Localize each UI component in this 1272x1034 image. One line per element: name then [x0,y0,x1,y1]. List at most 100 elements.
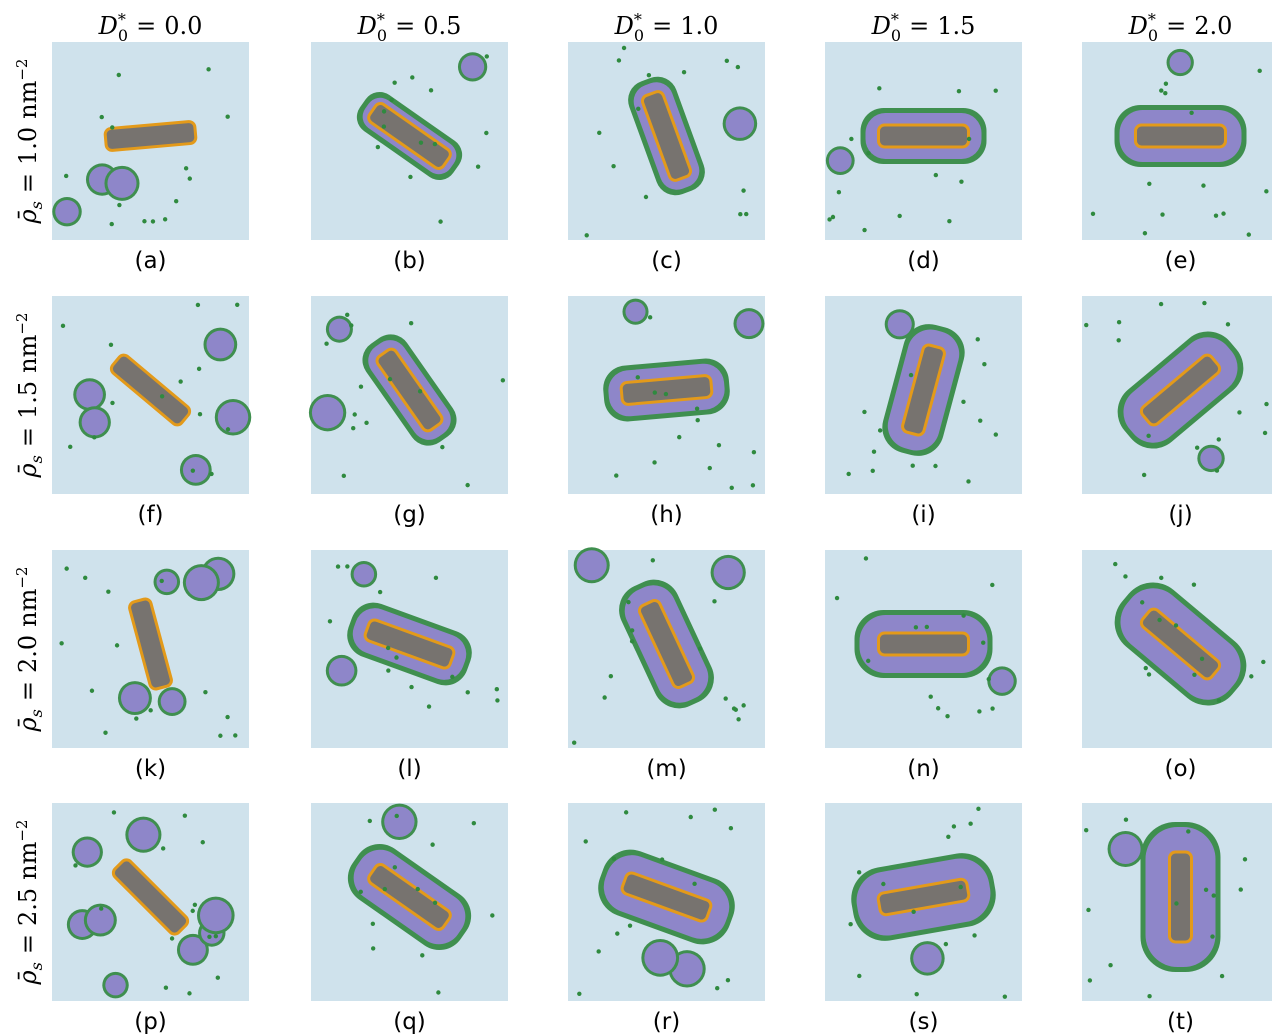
relation: = [14,681,42,701]
panel-label: (r) [653,1009,680,1034]
unit: nm [14,588,42,626]
snapshot [825,296,1022,494]
particle [572,741,576,745]
micelle-core [186,567,217,598]
particle [862,410,866,414]
particle [395,814,399,818]
particle [752,450,756,454]
column-header: D*0=1.5 [871,10,976,45]
particle [378,590,382,594]
particle [389,98,393,102]
particle [968,822,972,826]
particle [209,472,213,476]
particle [117,203,121,207]
particle [187,991,191,995]
snapshot [1082,550,1272,748]
particle [990,583,994,587]
particle [729,826,733,830]
particle [476,164,480,168]
nanorod [1115,105,1247,167]
particle [835,596,839,600]
particle [994,432,998,436]
particle [987,677,991,681]
particle [324,342,328,346]
particle [191,909,195,913]
particle [1239,887,1243,891]
particle [692,882,696,886]
particle [216,976,220,980]
particle [725,59,729,63]
particle [418,389,422,393]
particle [1212,893,1216,897]
rod-body [879,633,969,655]
unit: nm [14,841,42,879]
particle [1220,974,1224,978]
particle [160,579,164,583]
particle [134,716,138,720]
particle [1123,574,1127,578]
particle [911,910,915,914]
particle [614,473,618,477]
particle [846,472,850,476]
micelle-core [75,839,100,864]
snapshot [568,547,765,748]
particle [436,990,440,994]
particle [1147,672,1151,676]
particle [438,219,442,223]
particle [430,842,434,846]
particle [383,887,387,891]
particle [110,222,114,226]
unit: nm [14,80,42,118]
particle [1108,963,1112,967]
micelle-core [200,900,232,932]
micelle-core [76,381,103,408]
particle [1192,582,1196,586]
particle [1143,231,1147,235]
particle [961,613,965,617]
particle [957,89,961,93]
particle [1263,431,1267,435]
particle [203,690,207,694]
panel-label: (d) [907,248,940,274]
relation: = [395,12,415,40]
particle [68,445,72,449]
page: D*0=0.0D*0=0.5D*0=1.0D*0=1.5D*0=2.0ρ̄s=1… [0,0,1272,1034]
particle [1003,994,1007,998]
particle [376,145,380,149]
micelle-core [121,684,149,712]
particle [990,706,994,710]
particle [698,647,702,651]
particle [142,219,146,223]
nanorod [855,610,993,678]
particle [1147,994,1151,998]
particle [394,655,398,659]
relation: = [14,173,42,193]
particle [647,73,651,77]
particle [393,865,397,869]
particle [342,474,346,478]
particle [59,641,63,645]
particle [164,985,168,989]
particle [1192,673,1196,677]
particle [653,390,657,394]
value: 1.0 [680,12,718,40]
particle [64,174,68,178]
particle [972,933,976,937]
particle [848,922,852,926]
value: 0.0 [164,12,202,40]
particle [736,65,740,69]
particle [881,882,885,886]
particle [419,140,423,144]
panel-label: (j) [1168,502,1192,528]
symbol: ρ̄ [14,717,42,732]
particle [371,922,375,926]
particle [596,949,600,953]
particle [994,88,998,92]
particle [1189,111,1193,115]
micelle-core [105,975,125,995]
subscript: s [27,962,46,970]
particle [915,992,919,996]
micelle-core [128,820,158,850]
particle [1159,88,1163,92]
particle [388,377,392,381]
